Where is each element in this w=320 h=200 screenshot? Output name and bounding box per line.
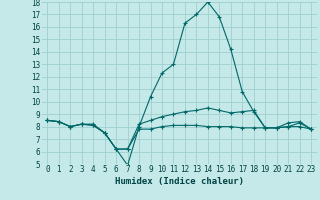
X-axis label: Humidex (Indice chaleur): Humidex (Indice chaleur) (115, 177, 244, 186)
